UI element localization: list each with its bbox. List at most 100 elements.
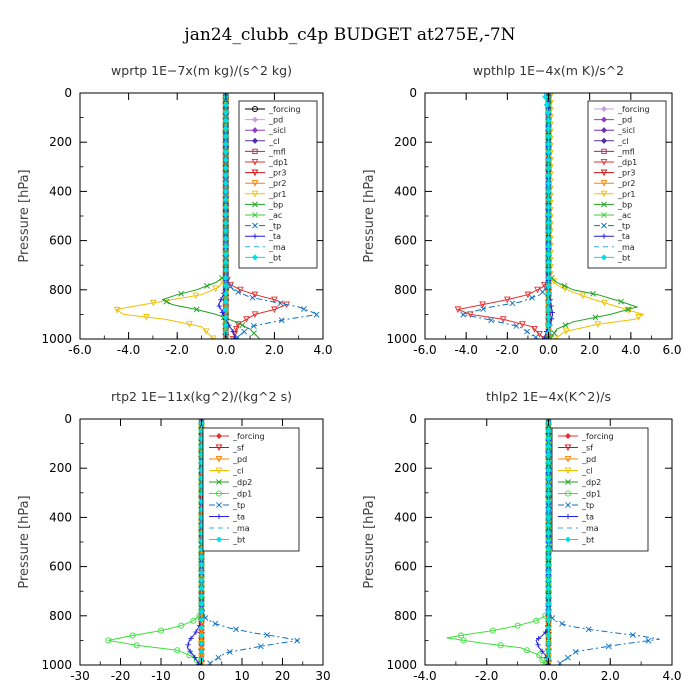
data-point — [533, 617, 540, 624]
legend-entry: _mfl — [268, 147, 286, 156]
data-point — [545, 514, 552, 521]
y-tick-label: 200 — [49, 461, 72, 475]
legend-marker — [215, 455, 223, 463]
y-tick-label: 600 — [394, 560, 417, 574]
y-tick-label: 0 — [409, 86, 417, 100]
data-point — [545, 211, 552, 219]
data-point — [545, 227, 552, 234]
legend-entry: _forcing — [232, 432, 265, 441]
data-point — [234, 334, 241, 339]
data-point — [547, 121, 554, 129]
legend-entry: _tp — [617, 222, 630, 231]
data-point — [545, 569, 552, 576]
data-point — [545, 616, 552, 623]
legend-box — [551, 427, 649, 552]
data-point — [218, 297, 224, 303]
legend-marker — [564, 467, 572, 475]
legend-marker — [600, 127, 608, 134]
y-tick-label: 600 — [394, 234, 417, 248]
data-point — [545, 498, 552, 505]
legend-marker — [216, 502, 222, 508]
data-point — [545, 259, 552, 266]
series-group — [454, 93, 645, 339]
y-tick-label: 400 — [394, 510, 417, 524]
legend-marker — [600, 116, 608, 123]
panel-title: wprtp 1E−7x(m kg)/(s^2 kg) — [111, 63, 292, 78]
legend-entry: _forcing — [581, 432, 614, 441]
x-tick-label: 0.0 — [539, 343, 558, 357]
legend-entry: _mfl — [617, 147, 635, 156]
y-tick-label: 800 — [394, 609, 417, 623]
data-point — [559, 620, 566, 627]
data-point — [545, 172, 552, 179]
x-tick-label: -4.0 — [454, 343, 477, 357]
legend-entry: _pd — [581, 455, 596, 464]
figure-title: jan24_clubb_c4p BUDGET at275E,-7N — [182, 25, 515, 45]
x-tick-label: 4.0 — [621, 343, 640, 357]
data-point — [227, 283, 234, 290]
legend-entry: _dp1 — [617, 158, 637, 167]
data-point — [519, 321, 526, 328]
data-point — [198, 648, 205, 655]
data-point — [222, 172, 229, 179]
data-point — [545, 251, 552, 258]
y-axis-label: Pressure [hPa] — [17, 169, 32, 262]
series-group — [113, 93, 321, 339]
legend-marker — [600, 180, 608, 187]
data-point — [545, 180, 552, 187]
y-tick-label: 600 — [49, 560, 72, 574]
x-tick-label: -20 — [111, 669, 131, 683]
data-point — [545, 282, 552, 289]
data-point — [545, 585, 552, 592]
data-point — [222, 211, 229, 219]
legend-marker — [251, 127, 259, 134]
series-line-pr1 — [115, 93, 227, 339]
legend-marker — [215, 536, 223, 543]
data-point — [193, 306, 200, 313]
data-point — [629, 632, 636, 638]
data-point — [216, 303, 222, 309]
data-point — [488, 317, 495, 324]
x-tick-label: 2.0 — [265, 343, 284, 357]
legend-entry: _pr2 — [268, 179, 286, 188]
data-point — [534, 286, 541, 294]
data-point — [198, 569, 205, 576]
data-point — [545, 482, 552, 489]
data-point — [480, 306, 487, 312]
data-point — [300, 306, 307, 312]
legend-marker — [564, 490, 572, 497]
data-point — [545, 537, 552, 545]
legend-entry: _bt — [617, 253, 630, 262]
data-point — [222, 336, 229, 339]
data-point — [592, 314, 599, 321]
data-point — [562, 328, 570, 335]
data-point — [222, 180, 229, 187]
data-point — [243, 316, 250, 323]
data-point — [545, 459, 552, 466]
data-point — [222, 141, 229, 148]
legend-marker — [564, 444, 572, 452]
legend-entry: _pr1 — [617, 190, 635, 199]
legend: _forcing _sf _pd _cl _dp2 _dp1 _tp _ta _ma _bt — [202, 427, 300, 552]
legend-entry: _tp — [268, 222, 281, 231]
legend-box — [238, 100, 318, 269]
data-point — [509, 300, 516, 307]
data-point — [133, 642, 140, 649]
data-point — [271, 296, 278, 304]
data-point — [562, 322, 569, 329]
data-point — [545, 219, 552, 226]
data-point — [222, 109, 229, 116]
data-point — [113, 306, 121, 314]
legend-marker — [251, 180, 259, 187]
data-point — [539, 648, 545, 654]
data-point — [545, 204, 552, 211]
legend-marker — [215, 490, 223, 497]
data-point — [219, 309, 225, 316]
data-point — [198, 616, 205, 623]
y-tick-label: 800 — [49, 283, 72, 297]
series-line-dp1 — [446, 419, 549, 665]
legend-entry: _ac — [617, 211, 631, 220]
x-tick-label: 0 — [198, 669, 206, 683]
data-point — [605, 643, 612, 650]
legend-marker — [600, 254, 608, 261]
